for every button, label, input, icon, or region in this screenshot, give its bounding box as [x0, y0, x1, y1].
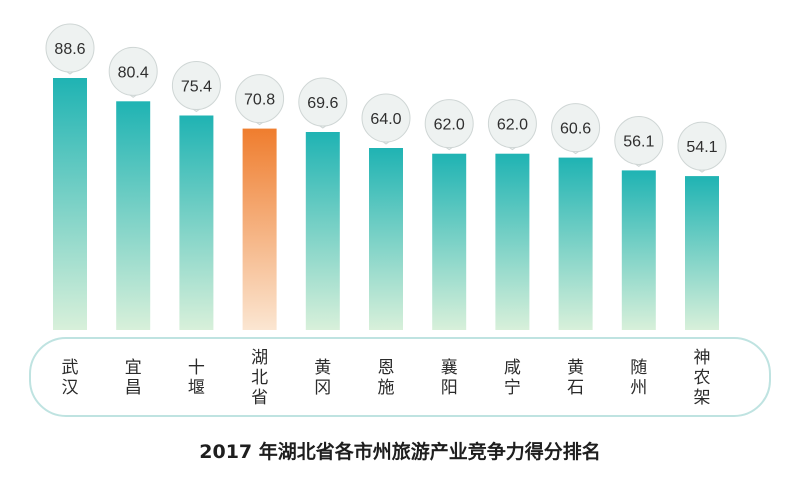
bar-10 — [685, 176, 719, 330]
value-bubble-seam-8 — [569, 146, 582, 151]
value-bubble-seam-5 — [380, 136, 392, 141]
value-bubble-10 — [677, 121, 727, 171]
value-bubble-seam-4 — [316, 121, 329, 126]
value-bubble-8 — [551, 103, 601, 153]
value-bubble-seam-3 — [253, 117, 266, 122]
value-bubble-seam-1 — [127, 90, 140, 95]
bar-9 — [621, 170, 656, 330]
bar-3 — [242, 128, 277, 330]
value-bubble-seam-6 — [443, 142, 456, 147]
category-label-0: 武汉 — [62, 358, 79, 398]
category-label-6: 襄阳 — [441, 357, 458, 398]
category-label-2: 十堰 — [188, 358, 205, 398]
value-bubble-9 — [614, 115, 664, 165]
value-label-5: 64.0 — [370, 111, 401, 128]
bar-4 — [305, 132, 340, 330]
value-label-4: 69.6 — [307, 95, 338, 112]
category-label-band — [29, 337, 771, 417]
value-bubble-6 — [424, 99, 474, 149]
bar-0 — [53, 78, 87, 330]
value-bubble-7 — [487, 99, 537, 149]
value-bubble-3 — [235, 74, 285, 124]
value-bubble-0 — [45, 23, 95, 73]
value-label-6: 62.0 — [434, 117, 465, 134]
bar-8 — [558, 157, 593, 330]
value-label-1: 80.4 — [118, 64, 149, 81]
chart-title: 2017 年湖北省各市州旅游产业竞争力得分排名 — [199, 440, 601, 463]
value-label-9: 56.1 — [623, 133, 654, 150]
category-label-4: 黄冈 — [314, 358, 331, 398]
value-bubble-seam-0 — [64, 67, 76, 71]
category-labels: 武汉 宜昌 十堰 湖北省 黄冈 恩施 襄阳 咸宁 黄石 随州 神农架 — [62, 348, 711, 408]
value-label-3: 70.8 — [244, 92, 275, 109]
bar-6 — [432, 153, 467, 330]
value-label-7: 62.0 — [497, 117, 528, 134]
value-bubble-5 — [361, 93, 411, 143]
value-labels: 88.6 80.4 75.4 70.8 69.6 64.0 62.0 62.0 60.6 56.1… — [45, 23, 727, 173]
value-bubble-2 — [171, 61, 221, 111]
bar-5 — [369, 148, 403, 330]
value-bubble-seam-7 — [506, 142, 519, 147]
category-label-3: 湖北省 — [251, 348, 268, 408]
bar-7 — [495, 153, 530, 330]
category-label-9: 随州 — [630, 358, 647, 398]
category-label-8: 黄石 — [567, 358, 584, 398]
category-label-1: 宜昌 — [125, 358, 142, 398]
value-label-8: 60.6 — [560, 121, 591, 138]
value-bubble-4 — [298, 77, 348, 127]
value-bubble-1 — [108, 46, 158, 96]
value-bubble-seam-2 — [190, 104, 203, 109]
category-label-5: 恩施 — [378, 358, 395, 398]
value-label-0: 88.6 — [54, 41, 85, 58]
category-label-10: 神农架 — [694, 348, 711, 408]
value-label-10: 54.1 — [686, 139, 717, 156]
bar-1 — [116, 101, 151, 330]
bar-2 — [179, 115, 214, 330]
bars — [53, 78, 719, 330]
category-label-7: 咸宁 — [504, 358, 521, 398]
value-bubble-seam-10 — [696, 165, 708, 170]
value-bubble-seam-9 — [632, 159, 645, 164]
value-label-2: 75.4 — [181, 79, 212, 96]
